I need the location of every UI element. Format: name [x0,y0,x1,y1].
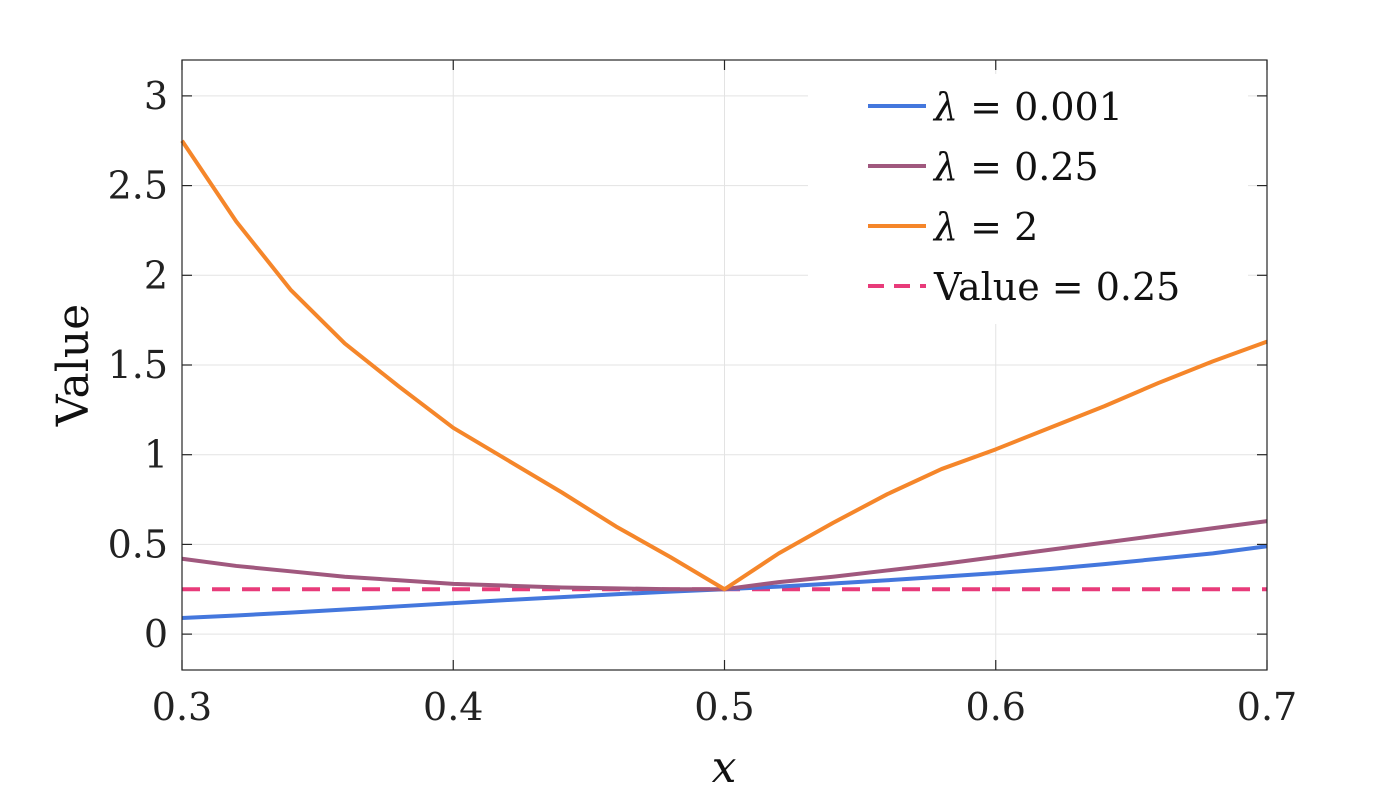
legend: λ = 0.001 λ = 0.25 λ = 2 Value = 0.25 [808,74,1248,324]
x-tick-label: 0.6 [966,685,1026,729]
y-tick-label: 1.5 [108,343,168,387]
series-layer [180,139,1268,620]
legend-label-2: λ = 2 [932,205,1038,249]
x-tick-label: 0.3 [152,685,212,729]
legend-label-1: λ = 0.25 [932,145,1099,189]
y-tick-label: 2 [144,253,168,297]
series-line-2 [180,139,1268,592]
x-tick-label: 0.4 [423,685,483,729]
y-tick-label: 3 [144,74,168,118]
x-axis-label: x [712,742,737,793]
legend-label-0: λ = 0.001 [932,85,1123,129]
legend-box [808,74,1248,324]
legend-label-3: Value = 0.25 [933,265,1180,309]
x-tick-label: 0.7 [1237,685,1297,729]
y-tick-label: 1 [144,433,168,477]
ticks [181,60,1268,670]
y-tick-label: 0.5 [108,522,168,566]
x-tick-label: 0.5 [694,685,754,729]
y-tick-label: 2.5 [108,164,168,208]
tick-labels: 0.3 0.4 0.5 0.6 0.7 0 0.5 1 1.5 2 2.5 3 [108,74,1298,729]
y-axis-label: Value [48,304,99,427]
y-tick-label: 0 [144,612,168,656]
